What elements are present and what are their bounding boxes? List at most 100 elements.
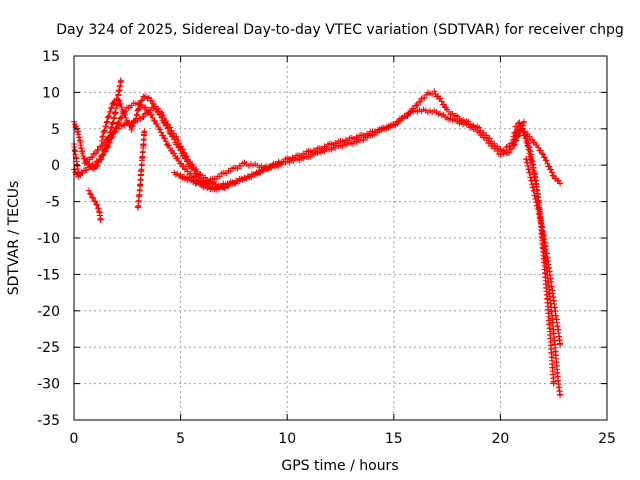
data-point: [92, 161, 99, 168]
data-point: [103, 119, 110, 126]
data-point: [407, 109, 414, 116]
data-point: [157, 126, 164, 133]
data-point: [180, 163, 187, 170]
data-point: [543, 157, 550, 164]
data-point: [135, 106, 142, 113]
data-point: [95, 157, 102, 164]
x-tick-label: 10: [278, 431, 296, 447]
data-point: [135, 105, 142, 112]
chart-title: Day 324 of 2025, Sidereal Day-to-day VTE…: [56, 22, 624, 38]
data-point: [86, 190, 93, 197]
data-point: [138, 97, 145, 104]
y-tick-label: -15: [37, 267, 60, 283]
x-axis-title: GPS time / hours: [281, 458, 398, 474]
data-point: [137, 101, 144, 108]
y-tick-label: -35: [37, 413, 60, 429]
data-point: [162, 138, 169, 145]
x-tick-label: 0: [70, 431, 79, 447]
data-point: [541, 154, 548, 161]
data-point: [116, 97, 123, 104]
series-s5: [171, 106, 564, 193]
data-point: [524, 142, 531, 149]
data-point: [88, 191, 95, 198]
data-point: [157, 111, 164, 118]
data-point: [146, 94, 153, 101]
data-point: [154, 120, 161, 127]
data-point: [177, 147, 184, 154]
series-s7: [510, 122, 564, 399]
data-point: [130, 119, 137, 126]
data-point: [512, 137, 519, 144]
data-point: [89, 154, 96, 161]
data-point: [161, 135, 168, 142]
data-point: [183, 158, 190, 165]
data-point: [133, 112, 140, 119]
data-point: [510, 142, 517, 149]
data-point: [149, 114, 156, 121]
y-tick-label: -25: [37, 340, 60, 356]
data-point: [174, 141, 181, 148]
data-point: [182, 155, 189, 162]
data-point: [188, 173, 195, 180]
data-point: [183, 165, 190, 172]
data-point: [117, 100, 124, 107]
data-point: [105, 143, 112, 150]
data-point: [164, 125, 171, 132]
data-point: [107, 108, 114, 115]
data-point: [95, 146, 102, 153]
data-point: [104, 144, 111, 150]
data-point: [165, 142, 172, 149]
y-tick-label: -30: [37, 377, 60, 393]
data-point: [92, 198, 99, 205]
data-point: [101, 128, 108, 135]
data-point: [518, 122, 525, 129]
data-point: [516, 119, 523, 126]
data-point: [540, 151, 547, 158]
data-point: [513, 123, 520, 130]
data-point: [106, 112, 113, 119]
data-point: [557, 180, 564, 187]
data-point: [152, 103, 159, 110]
data-point: [94, 202, 101, 209]
data-point: [171, 150, 178, 157]
data-point: [99, 152, 106, 159]
data-point: [155, 108, 162, 115]
data-point: [512, 129, 519, 136]
data-point: [108, 104, 115, 111]
x-tick-label: 20: [491, 431, 509, 447]
data-point: [520, 128, 527, 135]
data-point: [100, 152, 107, 159]
data-point: [158, 114, 165, 121]
data-point: [91, 197, 98, 204]
data-point: [85, 187, 92, 194]
data-point: [122, 111, 129, 118]
data-point: [148, 111, 155, 118]
data-point: [180, 152, 187, 159]
data-point: [506, 149, 513, 156]
data-point: [132, 116, 139, 123]
data-point: [139, 97, 146, 104]
data-point: [440, 101, 447, 108]
series-s8: [512, 119, 557, 387]
data-point: [83, 159, 90, 166]
axes: -35 -30 -25 -20 -15 -10 -5 0 5 10 15 0 5 10 15 20 25: [37, 49, 616, 447]
data-point: [163, 122, 170, 129]
data-point: [109, 100, 116, 107]
x-tick-label: 5: [176, 431, 185, 447]
data-point: [122, 114, 129, 121]
data-point: [140, 114, 147, 121]
data-point: [90, 194, 97, 201]
series-s9: [522, 156, 564, 348]
y-tick-label: -20: [37, 304, 60, 320]
data-point: [404, 112, 411, 119]
data-point: [98, 137, 105, 144]
data-point: [99, 143, 106, 150]
y-tick-label: 10: [42, 85, 60, 101]
data-point: [102, 139, 109, 146]
data-point: [549, 172, 556, 179]
data-point: [99, 133, 106, 140]
data-point: [117, 78, 124, 85]
data-point: [510, 133, 517, 140]
data-point: [152, 117, 159, 124]
data-point: [515, 132, 522, 139]
